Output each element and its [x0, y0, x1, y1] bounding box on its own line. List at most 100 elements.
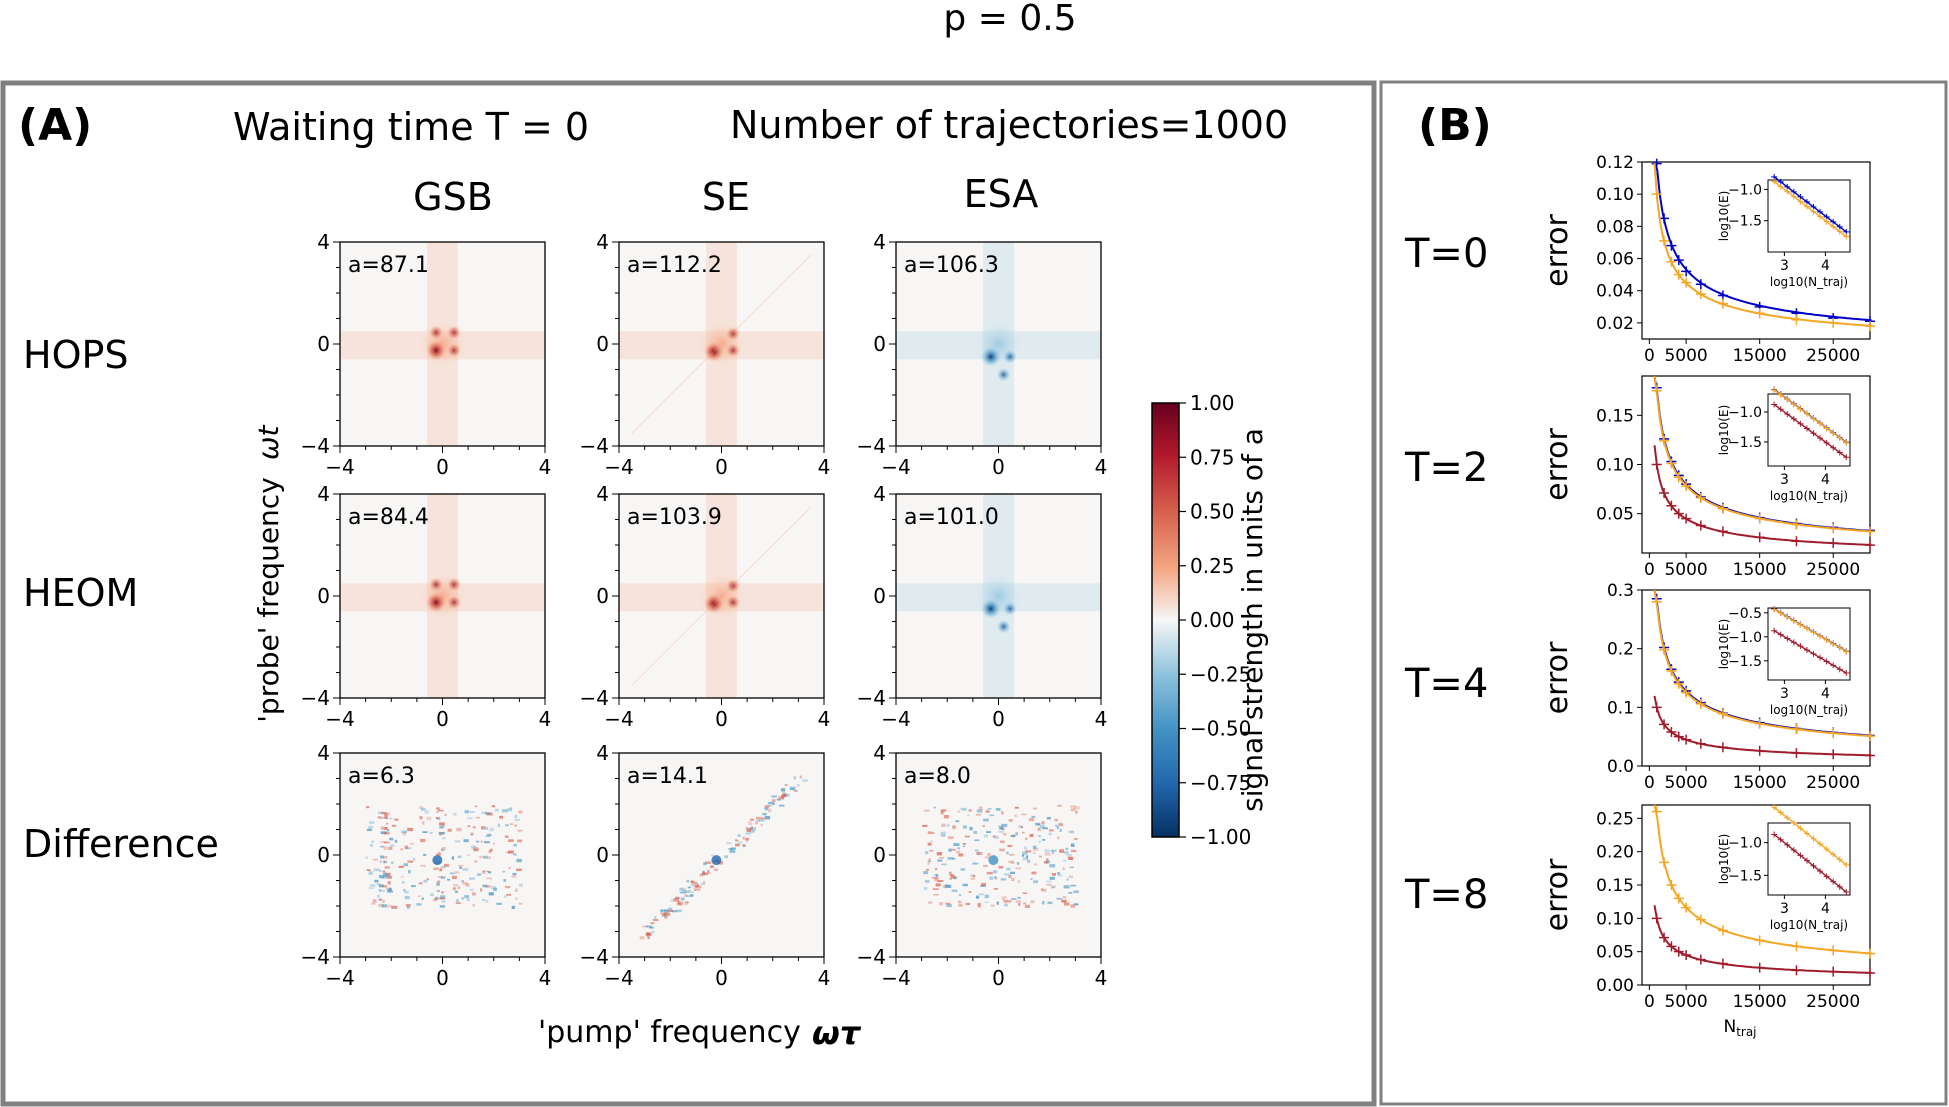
data-point-orange [1865, 731, 1875, 742]
y-tick-label: 0.10 [1596, 909, 1634, 929]
difference-speckle [383, 841, 390, 844]
heatmap-peak [726, 578, 741, 593]
y-tick-label: 4 [317, 230, 330, 254]
difference-speckle [931, 876, 938, 879]
difference-speckle [734, 839, 738, 842]
difference-speckle [1021, 854, 1025, 857]
difference-speckle [383, 846, 388, 850]
data-point-orange [1681, 481, 1692, 492]
difference-speckle [1001, 823, 1008, 827]
difference-speckle [642, 925, 648, 928]
colorbar-tick-label: 0.25 [1190, 554, 1235, 578]
y-tick-label: −4 [857, 686, 886, 710]
difference-speckle [423, 879, 428, 883]
difference-speckle [371, 840, 375, 843]
inset-point-orange [1823, 846, 1830, 853]
difference-speckle [933, 874, 938, 876]
difference-speckle [998, 830, 1005, 833]
heatmap-peak [703, 341, 724, 362]
inset-y-label: log10(E) [1717, 191, 1731, 242]
difference-speckle [401, 875, 404, 878]
error-plot-0: T=0 error 0.02 0.04 0.06 0.08 0.10 0.12 0 5000 150… [1404, 153, 1875, 366]
panel-a-frame [0, 80, 1377, 1107]
difference-speckle [505, 851, 510, 854]
difference-speckle [992, 835, 996, 838]
difference-speckle [999, 826, 1003, 830]
difference-speckle [935, 883, 941, 887]
difference-speckle [394, 818, 399, 821]
inset-point-darkred [1790, 639, 1797, 646]
difference-speckle [1025, 850, 1032, 853]
y-tick-label: 0.02 [1596, 314, 1634, 334]
inset-point-darkred [1803, 647, 1810, 653]
inset-x-label: log10(N_traj) [1770, 918, 1848, 932]
heatmap-hops-esa: −4−4 0 0 4 4 a=106.3 [857, 230, 1108, 479]
difference-speckle [381, 812, 387, 815]
difference-speckle [1057, 836, 1060, 840]
difference-speckle [707, 872, 712, 875]
inset-point-orange [1843, 648, 1850, 655]
heatmap-diagonal [631, 254, 812, 434]
difference-speckle [1057, 872, 1061, 875]
inset-line-darkred [1773, 403, 1847, 458]
difference-speckle [461, 897, 465, 900]
inset-plot: 3 4 −1.0 −1.5 log10(N_traj) log10(E) [1717, 804, 1851, 932]
inset-point-darkred [1790, 847, 1797, 854]
difference-speckle [1058, 822, 1063, 825]
difference-speckle [1041, 821, 1045, 825]
difference-speckle [679, 903, 683, 906]
difference-speckle [481, 870, 486, 874]
difference-speckle [465, 883, 470, 887]
data-point-orange [1717, 298, 1728, 309]
difference-speckle [660, 909, 664, 912]
difference-speckle [386, 904, 392, 908]
difference-speckle [407, 905, 410, 910]
colorbar-ticks: 1.00 0.75 0.50 0.25 0.00 −0.25 −0.50 −0.75 −1.00 [1179, 391, 1251, 849]
difference-speckle [795, 789, 798, 792]
panel-a-label: (A) [18, 100, 92, 151]
data-point-darkred [1865, 750, 1875, 761]
difference-speckle [959, 807, 965, 810]
difference-speckle [1051, 886, 1054, 889]
y-tick-label: 0 [596, 584, 609, 608]
difference-speckle [977, 902, 981, 905]
difference-speckle [400, 848, 403, 851]
difference-speckle [987, 808, 992, 810]
heatmap-peak [1003, 601, 1018, 616]
difference-speckle [947, 857, 954, 860]
difference-speckle [1032, 845, 1037, 850]
difference-speckle [481, 811, 487, 815]
difference-speckle [437, 880, 441, 884]
y-tick-label: 0.08 [1596, 217, 1634, 237]
difference-speckle [933, 806, 936, 809]
difference-speckle [946, 824, 950, 827]
difference-speckle [664, 912, 671, 916]
y-tick-label: 0.10 [1596, 185, 1634, 205]
data-point-blue [1673, 255, 1684, 266]
difference-speckle [771, 795, 777, 798]
difference-speckle [951, 889, 958, 893]
difference-speckle [1017, 896, 1021, 899]
difference-speckle [462, 868, 469, 871]
difference-speckle [1063, 851, 1069, 854]
data-point-darkred [1754, 532, 1765, 543]
y-tick-label: −4 [857, 945, 886, 969]
difference-speckle [789, 786, 796, 791]
difference-speckle [426, 816, 432, 821]
difference-speckle [507, 808, 512, 812]
difference-speckle [436, 853, 442, 856]
data-point-darkred [1681, 950, 1692, 960]
difference-speckle [1056, 897, 1062, 900]
inset-point-darkred [1810, 430, 1817, 437]
x-tick-label: −4 [881, 455, 910, 479]
x-tick-label: 25000 [1806, 773, 1860, 793]
difference-speckle [994, 877, 998, 880]
pump-frequency-symbol: ωτ [812, 1014, 862, 1052]
difference-speckle [474, 805, 478, 808]
inset-point-orange [1797, 621, 1804, 628]
x-tick-label: 5000 [1664, 560, 1707, 580]
data-point-darkred [1791, 965, 1802, 976]
difference-speckle [684, 894, 688, 897]
difference-speckle [962, 807, 967, 811]
difference-speckle [488, 892, 494, 896]
